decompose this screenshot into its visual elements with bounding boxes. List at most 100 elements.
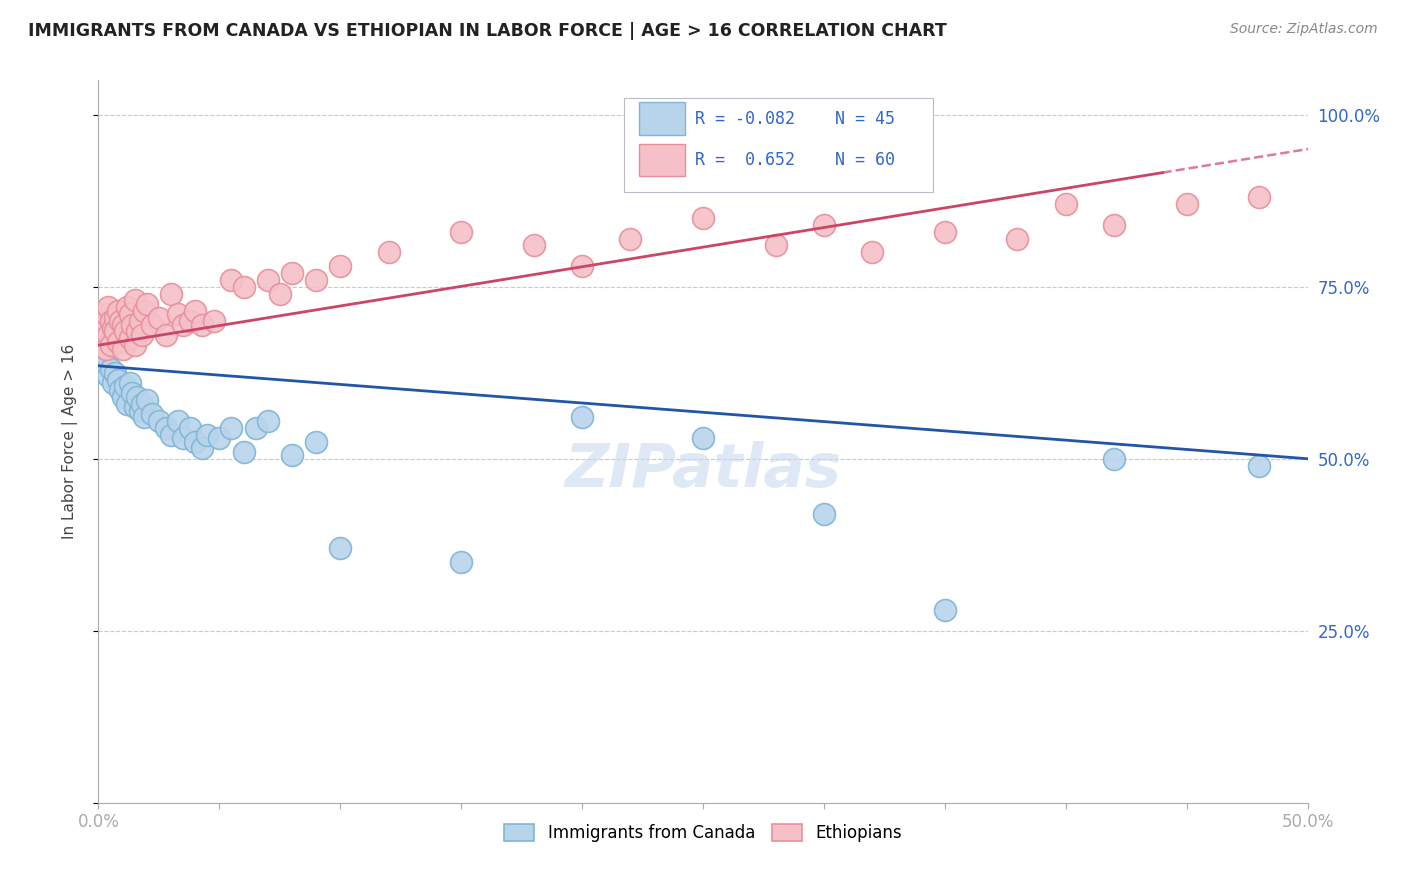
Bar xyxy=(624,98,932,193)
Point xyxy=(934,225,956,239)
Point xyxy=(450,225,472,239)
Point xyxy=(97,369,120,384)
Point xyxy=(256,414,278,428)
Point xyxy=(329,259,352,273)
Point xyxy=(97,327,120,342)
Point xyxy=(232,445,254,459)
Point xyxy=(329,541,352,556)
Point xyxy=(134,410,156,425)
Point xyxy=(221,421,243,435)
Point xyxy=(114,325,136,339)
Point xyxy=(571,410,593,425)
Point xyxy=(195,427,218,442)
Point xyxy=(208,431,231,445)
Point xyxy=(111,390,134,404)
Point xyxy=(281,448,304,462)
Point xyxy=(135,297,157,311)
Point xyxy=(1007,231,1029,245)
Point xyxy=(1102,451,1125,466)
Point xyxy=(100,362,122,376)
Point xyxy=(94,349,117,363)
Point xyxy=(100,314,122,328)
Point xyxy=(172,318,194,332)
Point xyxy=(101,321,124,335)
Bar xyxy=(638,144,685,176)
Point xyxy=(1175,197,1198,211)
Point xyxy=(100,338,122,352)
Point xyxy=(114,379,136,393)
Point xyxy=(523,238,546,252)
Point xyxy=(160,427,183,442)
Point xyxy=(128,403,150,417)
Point xyxy=(281,266,304,280)
Point xyxy=(124,338,146,352)
Point xyxy=(934,603,956,617)
Point xyxy=(167,307,190,321)
Point xyxy=(765,238,787,252)
Point xyxy=(111,342,134,356)
Point xyxy=(135,393,157,408)
Point xyxy=(269,286,291,301)
Point xyxy=(121,318,143,332)
Point xyxy=(232,279,254,293)
Text: ZIPatlas: ZIPatlas xyxy=(564,441,842,500)
Point xyxy=(305,273,328,287)
Point xyxy=(108,383,131,397)
Point xyxy=(619,231,641,245)
Point xyxy=(124,293,146,308)
Point xyxy=(155,421,177,435)
Point xyxy=(813,507,835,521)
Y-axis label: In Labor Force | Age > 16: In Labor Force | Age > 16 xyxy=(62,344,77,539)
Point xyxy=(111,318,134,332)
Point xyxy=(179,314,201,328)
Point xyxy=(172,431,194,445)
Text: R = -0.082    N = 45: R = -0.082 N = 45 xyxy=(695,110,894,128)
Point xyxy=(91,318,114,332)
Point xyxy=(860,245,883,260)
Point xyxy=(184,434,207,449)
Text: IMMIGRANTS FROM CANADA VS ETHIOPIAN IN LABOR FORCE | AGE > 16 CORRELATION CHART: IMMIGRANTS FROM CANADA VS ETHIOPIAN IN L… xyxy=(28,22,946,40)
Point xyxy=(104,310,127,325)
Point xyxy=(117,301,139,315)
Point xyxy=(91,342,114,356)
Point xyxy=(121,386,143,401)
Legend: Immigrants from Canada, Ethiopians: Immigrants from Canada, Ethiopians xyxy=(498,817,908,848)
Point xyxy=(256,273,278,287)
Point xyxy=(104,366,127,380)
Point xyxy=(94,307,117,321)
Point xyxy=(141,407,163,421)
Point xyxy=(221,273,243,287)
Point xyxy=(167,414,190,428)
Point xyxy=(104,325,127,339)
Point xyxy=(117,397,139,411)
Point xyxy=(692,211,714,225)
Point xyxy=(571,259,593,273)
Point xyxy=(127,325,149,339)
Point xyxy=(1054,197,1077,211)
Point xyxy=(692,431,714,445)
Point xyxy=(97,301,120,315)
Bar xyxy=(638,103,685,135)
Point xyxy=(107,373,129,387)
Text: R =  0.652    N = 60: R = 0.652 N = 60 xyxy=(695,151,894,169)
Point xyxy=(191,318,214,332)
Point xyxy=(90,355,112,369)
Point xyxy=(813,218,835,232)
Point xyxy=(160,286,183,301)
Point xyxy=(90,327,112,342)
Point xyxy=(118,307,141,321)
Point xyxy=(148,414,170,428)
Point xyxy=(204,314,226,328)
Point xyxy=(184,303,207,318)
Text: Source: ZipAtlas.com: Source: ZipAtlas.com xyxy=(1230,22,1378,37)
Point xyxy=(107,303,129,318)
Point xyxy=(141,318,163,332)
Point xyxy=(131,327,153,342)
Point xyxy=(1249,190,1271,204)
Point xyxy=(155,327,177,342)
Point xyxy=(191,442,214,456)
Point xyxy=(450,555,472,569)
Point xyxy=(118,376,141,390)
Point xyxy=(118,331,141,345)
Point xyxy=(305,434,328,449)
